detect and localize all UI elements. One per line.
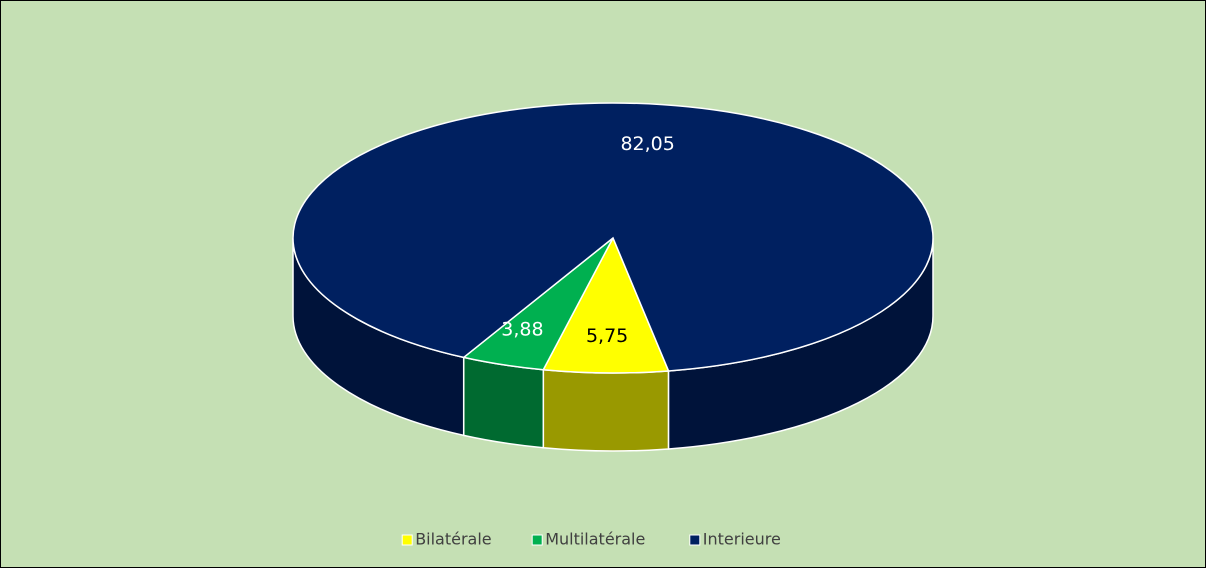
legend-label: Interieure	[703, 530, 781, 549]
legend-label: Multilatérale	[545, 530, 645, 549]
slice-side	[462, 356, 545, 449]
slice	[542, 236, 670, 374]
legend-swatch	[531, 534, 543, 546]
slice-side	[542, 368, 670, 452]
legend-swatch	[689, 534, 701, 546]
data-label: 5,75	[586, 325, 628, 347]
slice	[292, 102, 934, 372]
legend-swatch	[401, 534, 413, 546]
data-label: 82,05	[620, 133, 674, 155]
legend-label: Bilatérale	[415, 530, 491, 549]
data-label: 3,88	[501, 318, 543, 340]
